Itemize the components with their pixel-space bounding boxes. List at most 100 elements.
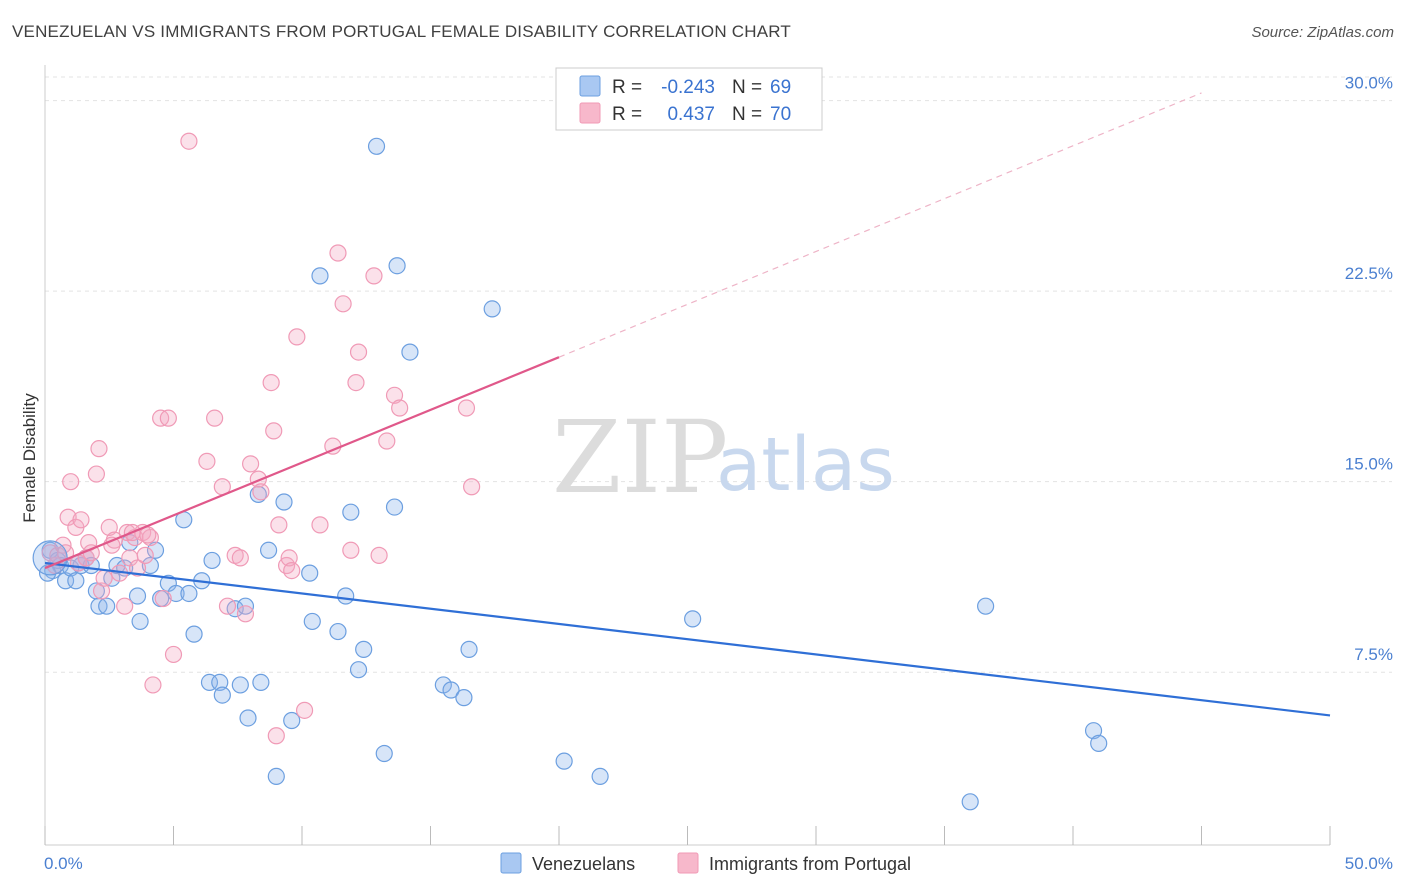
point-portugal — [262, 373, 280, 392]
point-venezuelans — [401, 343, 419, 361]
point-portugal — [218, 597, 237, 615]
point-portugal — [159, 409, 177, 427]
point-portugal — [136, 546, 154, 564]
point-portugal — [370, 546, 388, 564]
point-portugal — [334, 295, 352, 313]
legend-n-value-portugal: 70 — [770, 104, 791, 125]
watermark-zip: ZIP — [552, 399, 728, 516]
point-venezuelans — [1084, 722, 1103, 740]
point-venezuelans — [128, 587, 147, 605]
point-venezuelans — [98, 597, 116, 615]
point-venezuelans — [555, 752, 573, 770]
point-portugal — [139, 526, 157, 544]
point-portugal — [391, 399, 409, 417]
y-tick-label: 15.0% — [1345, 455, 1393, 474]
point-portugal — [347, 373, 365, 392]
legend-r-label: R = — [612, 77, 642, 98]
point-portugal — [154, 589, 172, 608]
point-venezuelans — [259, 541, 278, 559]
point-portugal — [283, 562, 301, 580]
y-tick-label: 7.5% — [1354, 645, 1393, 664]
point-portugal — [95, 569, 113, 587]
point-venezuelans — [146, 541, 165, 559]
point-portugal — [457, 399, 476, 417]
point-venezuelans — [213, 686, 231, 704]
point-venezuelans — [252, 673, 270, 691]
point-venezuelans — [239, 709, 257, 727]
point-venezuelans — [385, 498, 404, 516]
trend-lines — [44, 92, 1331, 717]
series-legend: Venezuelans Immigrants from Portugal — [500, 852, 911, 874]
point-venezuelans — [337, 587, 355, 605]
point-venezuelans — [203, 551, 221, 570]
point-venezuelans — [455, 689, 473, 707]
point-portugal — [342, 541, 360, 559]
point-portugal — [252, 483, 270, 501]
point-venezuelans — [283, 711, 301, 730]
point-portugal — [92, 582, 111, 600]
point-portugal — [236, 605, 255, 623]
point-venezuelans — [367, 137, 386, 155]
point-portugal — [128, 559, 147, 577]
x-tick-label-min: 0.0% — [44, 854, 83, 873]
point-venezuelans — [329, 622, 347, 641]
point-portugal — [378, 432, 396, 450]
point-venezuelans — [591, 767, 609, 786]
point-venezuelans — [303, 612, 321, 631]
trend-line-portugal-extension — [558, 92, 1202, 358]
legend-r-value-venezuelans: -0.243 — [661, 77, 715, 98]
bottom-legend-swatch-portugal — [677, 852, 699, 874]
point-portugal — [311, 516, 329, 534]
point-portugal — [288, 328, 306, 346]
legend-swatch-venezuelans — [579, 75, 601, 97]
legend-swatch-portugal — [579, 102, 601, 124]
point-venezuelans — [131, 612, 149, 631]
point-portugal — [365, 267, 383, 285]
point-portugal — [267, 727, 285, 745]
legend-n-value-venezuelans: 69 — [770, 77, 791, 98]
point-portugal — [270, 516, 288, 534]
gridlines — [45, 76, 1392, 673]
point-venezuelans — [141, 556, 159, 575]
point-portugal — [295, 701, 314, 719]
point-venezuelans — [349, 661, 368, 679]
legend-r-value-portugal: 0.437 — [667, 104, 715, 125]
source-credit: Source: ZipAtlas.com — [1251, 24, 1394, 41]
point-venezuelans — [442, 681, 460, 699]
legend-n-label: N = — [732, 77, 762, 98]
point-venezuelans — [311, 267, 329, 285]
point-portugal — [72, 511, 90, 529]
point-venezuelans — [275, 493, 293, 511]
legend-n-label: N = — [732, 104, 762, 125]
point-venezuelans — [460, 640, 478, 658]
point-portugal — [329, 244, 347, 262]
point-portugal — [206, 409, 224, 427]
correlation-legend: R = -0.243 N = 69 R = 0.437 N = 70 — [555, 67, 823, 131]
point-portugal — [144, 676, 162, 694]
point-portugal — [265, 422, 283, 440]
point-portugal — [385, 386, 404, 404]
point-portugal — [180, 132, 198, 150]
point-venezuelans — [977, 597, 995, 615]
bottom-legend-swatch-venezuelans — [500, 852, 522, 874]
point-portugal — [463, 478, 481, 496]
point-venezuelans — [483, 300, 501, 318]
bottom-legend-venezuelans: Venezuelans — [532, 854, 635, 874]
point-portugal — [198, 452, 216, 470]
point-portugal — [349, 343, 368, 361]
point-venezuelans — [388, 257, 406, 275]
point-portugal — [62, 473, 80, 491]
trend-line-portugal — [44, 356, 560, 570]
point-portugal — [231, 549, 249, 567]
point-venezuelans — [961, 793, 979, 811]
point-portugal — [90, 440, 108, 458]
bottom-legend-portugal: Immigrants from Portugal — [709, 854, 911, 874]
y-axis-label: Female Disability — [20, 393, 39, 523]
y-tick-label: 22.5% — [1345, 264, 1393, 283]
point-portugal — [116, 597, 134, 615]
point-venezuelans — [211, 673, 229, 691]
legend-r-label: R = — [612, 104, 642, 125]
point-venezuelans — [684, 610, 702, 628]
point-venezuelans — [185, 625, 203, 643]
